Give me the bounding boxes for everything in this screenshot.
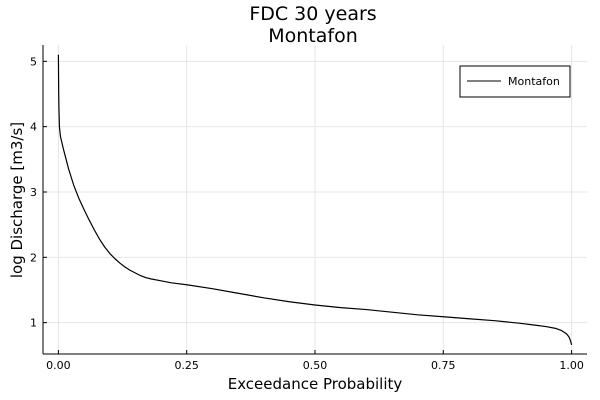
x-tick-label: 0.50 — [303, 359, 328, 372]
y-tick-label: 5 — [30, 55, 37, 68]
x-tick-label: 1.00 — [559, 359, 584, 372]
plot-area — [57, 54, 573, 346]
y-ticks: 1 2 3 4 5 — [30, 55, 47, 330]
legend-entry-montafon: Montafon — [508, 75, 560, 88]
y-tick-label: 2 — [30, 251, 37, 264]
chart-subtitle: Montafon — [268, 25, 358, 47]
legend: Montafon — [459, 65, 571, 98]
y-tick-label: 1 — [30, 317, 37, 330]
chart-title: FDC 30 years — [249, 3, 376, 25]
x-tick-label: 0.00 — [46, 359, 71, 372]
y-tick-label: 3 — [30, 186, 37, 199]
y-axis-label: log Discharge [m3/s] — [8, 122, 26, 278]
series-line-montafon — [57, 54, 573, 346]
x-tick-label: 0.75 — [431, 359, 456, 372]
grid — [43, 45, 587, 354]
y-tick-label: 4 — [30, 121, 37, 134]
x-tick-label: 0.25 — [174, 359, 199, 372]
x-axis-label: Exceedance Probability — [228, 375, 403, 393]
x-ticks: 0.00 0.25 0.50 0.75 1.00 — [46, 350, 584, 372]
